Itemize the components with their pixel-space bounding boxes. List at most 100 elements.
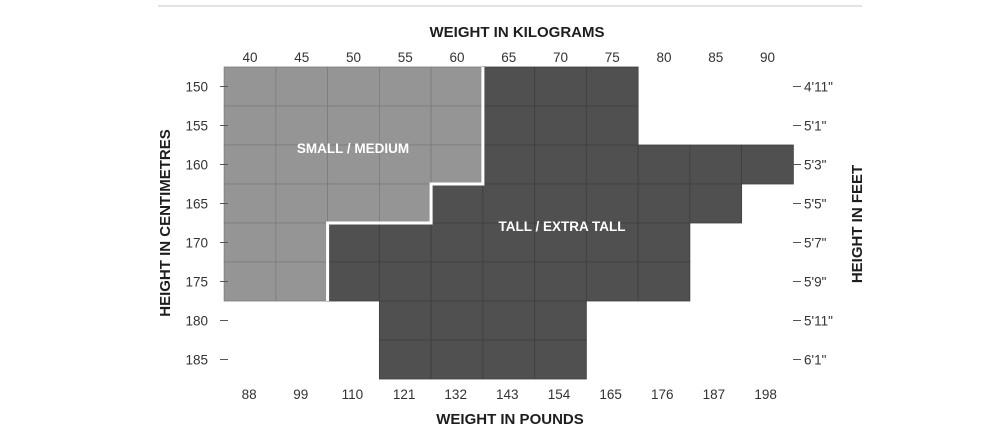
cm-tick-label: 180	[185, 314, 208, 329]
chart-cell	[482, 66, 536, 107]
cm-tick-label: 175	[185, 275, 208, 290]
y-right-axis-title: HEIGHT IN FEET	[849, 165, 866, 283]
lb-tick-label: 121	[393, 387, 416, 402]
chart-cell	[275, 66, 329, 107]
lb-tick-label: 187	[703, 387, 726, 402]
chart-cell	[482, 183, 536, 224]
chart-cell	[482, 144, 536, 185]
region-boundary	[326, 67, 485, 301]
chart-cell	[482, 261, 536, 302]
chart-cell	[223, 261, 277, 302]
chart-cell	[585, 261, 639, 302]
kg-tick-label: 75	[605, 50, 620, 65]
chart-cell	[275, 261, 329, 302]
ft-tick-label: 5'11"	[804, 314, 833, 329]
chart-cell	[378, 261, 432, 302]
chart-cell	[637, 261, 691, 302]
chart-cell	[689, 144, 743, 185]
chart-cell	[482, 300, 536, 341]
kg-tick-label: 40	[242, 50, 257, 65]
lb-tick-label: 176	[651, 387, 674, 402]
lb-tick-label: 110	[342, 387, 364, 402]
chart-cell	[275, 222, 329, 263]
ft-tick-label: 5'7"	[804, 236, 827, 251]
ft-tick-label: 5'5"	[804, 197, 827, 212]
lb-tick-label: 99	[293, 387, 308, 402]
x-top-axis-title: WEIGHT IN KILOGRAMS	[430, 24, 605, 41]
ft-tick-label: 5'3"	[804, 158, 827, 173]
chart-cell	[534, 105, 587, 146]
chart-cell	[378, 222, 432, 263]
lb-tick-label: 132	[444, 387, 467, 402]
region-label-small-medium: SMALL / MEDIUM	[297, 141, 409, 156]
chart-cell	[327, 66, 380, 107]
chart-cell	[327, 222, 380, 263]
ft-tick-label: 4'11"	[804, 80, 833, 95]
chart-cell	[327, 144, 380, 185]
chart-cell	[689, 183, 743, 224]
chart-cells	[223, 66, 794, 380]
x-bottom-axis-title: WEIGHT IN POUNDS	[436, 411, 584, 428]
chart-cell	[275, 105, 329, 146]
chart-cell	[741, 144, 794, 185]
cm-tick-label: 160	[185, 158, 208, 173]
ft-tick-label: 5'9"	[804, 275, 827, 290]
chart-cell	[223, 66, 277, 107]
chart-cell	[482, 339, 536, 380]
tick-labels: 40 45 50 55 60 65 70 75 80 85 90 88 99 110 121 132 143 15…	[185, 50, 833, 402]
chart-cell	[534, 261, 587, 302]
tick-marks	[220, 86, 801, 360]
chart-cell	[223, 183, 277, 224]
cm-tick-label: 165	[185, 197, 208, 212]
chart-cell	[430, 144, 484, 185]
chart-cell	[327, 105, 380, 146]
chart-cell	[430, 339, 484, 380]
chart-cell	[534, 300, 587, 341]
chart-cell	[378, 300, 432, 341]
lb-tick-label: 88	[242, 387, 257, 402]
chart-cell	[585, 66, 639, 107]
chart-cell	[223, 144, 277, 185]
kg-tick-label: 50	[346, 50, 361, 65]
chart-cell	[378, 105, 432, 146]
region-dividers	[326, 67, 485, 301]
chart-cell	[223, 105, 277, 146]
chart-cell	[430, 300, 484, 341]
chart-cell	[534, 183, 587, 224]
chart-cell	[637, 183, 691, 224]
chart-cell	[482, 105, 536, 146]
kg-tick-label: 70	[553, 50, 568, 65]
ft-tick-label: 6'1"	[804, 353, 827, 368]
y-left-axis-title: HEIGHT IN CENTIMETRES	[157, 129, 174, 317]
chart-cell	[430, 105, 484, 146]
ft-tick-label: 5'1"	[804, 119, 827, 134]
chart-cell	[585, 105, 639, 146]
kg-tick-label: 45	[294, 50, 309, 65]
kg-tick-label: 80	[656, 50, 671, 65]
lb-tick-label: 154	[548, 387, 571, 402]
cm-tick-label: 150	[185, 80, 208, 95]
chart-cell	[430, 222, 484, 263]
chart-cell	[223, 222, 277, 263]
chart-cell	[430, 66, 484, 107]
cm-tick-label: 170	[185, 236, 208, 251]
chart-cell	[378, 183, 432, 224]
chart-cell	[637, 144, 691, 185]
kg-tick-label: 85	[708, 50, 723, 65]
lb-tick-label: 143	[496, 387, 519, 402]
kg-tick-label: 65	[501, 50, 516, 65]
chart-cell	[585, 183, 639, 224]
region-label-tall-extra-tall: TALL / EXTRA TALL	[499, 219, 626, 234]
chart-cell	[637, 222, 691, 263]
chart-cell	[378, 339, 432, 380]
chart-cell	[534, 66, 587, 107]
lb-tick-label: 165	[599, 387, 622, 402]
chart-cell	[430, 261, 484, 302]
chart-cell	[327, 261, 380, 302]
chart-cell	[378, 66, 432, 107]
kg-tick-label: 55	[398, 50, 413, 65]
chart-cell	[378, 144, 432, 185]
lb-tick-label: 198	[754, 387, 777, 402]
chart-cell	[430, 183, 484, 224]
chart-cell	[534, 144, 587, 185]
